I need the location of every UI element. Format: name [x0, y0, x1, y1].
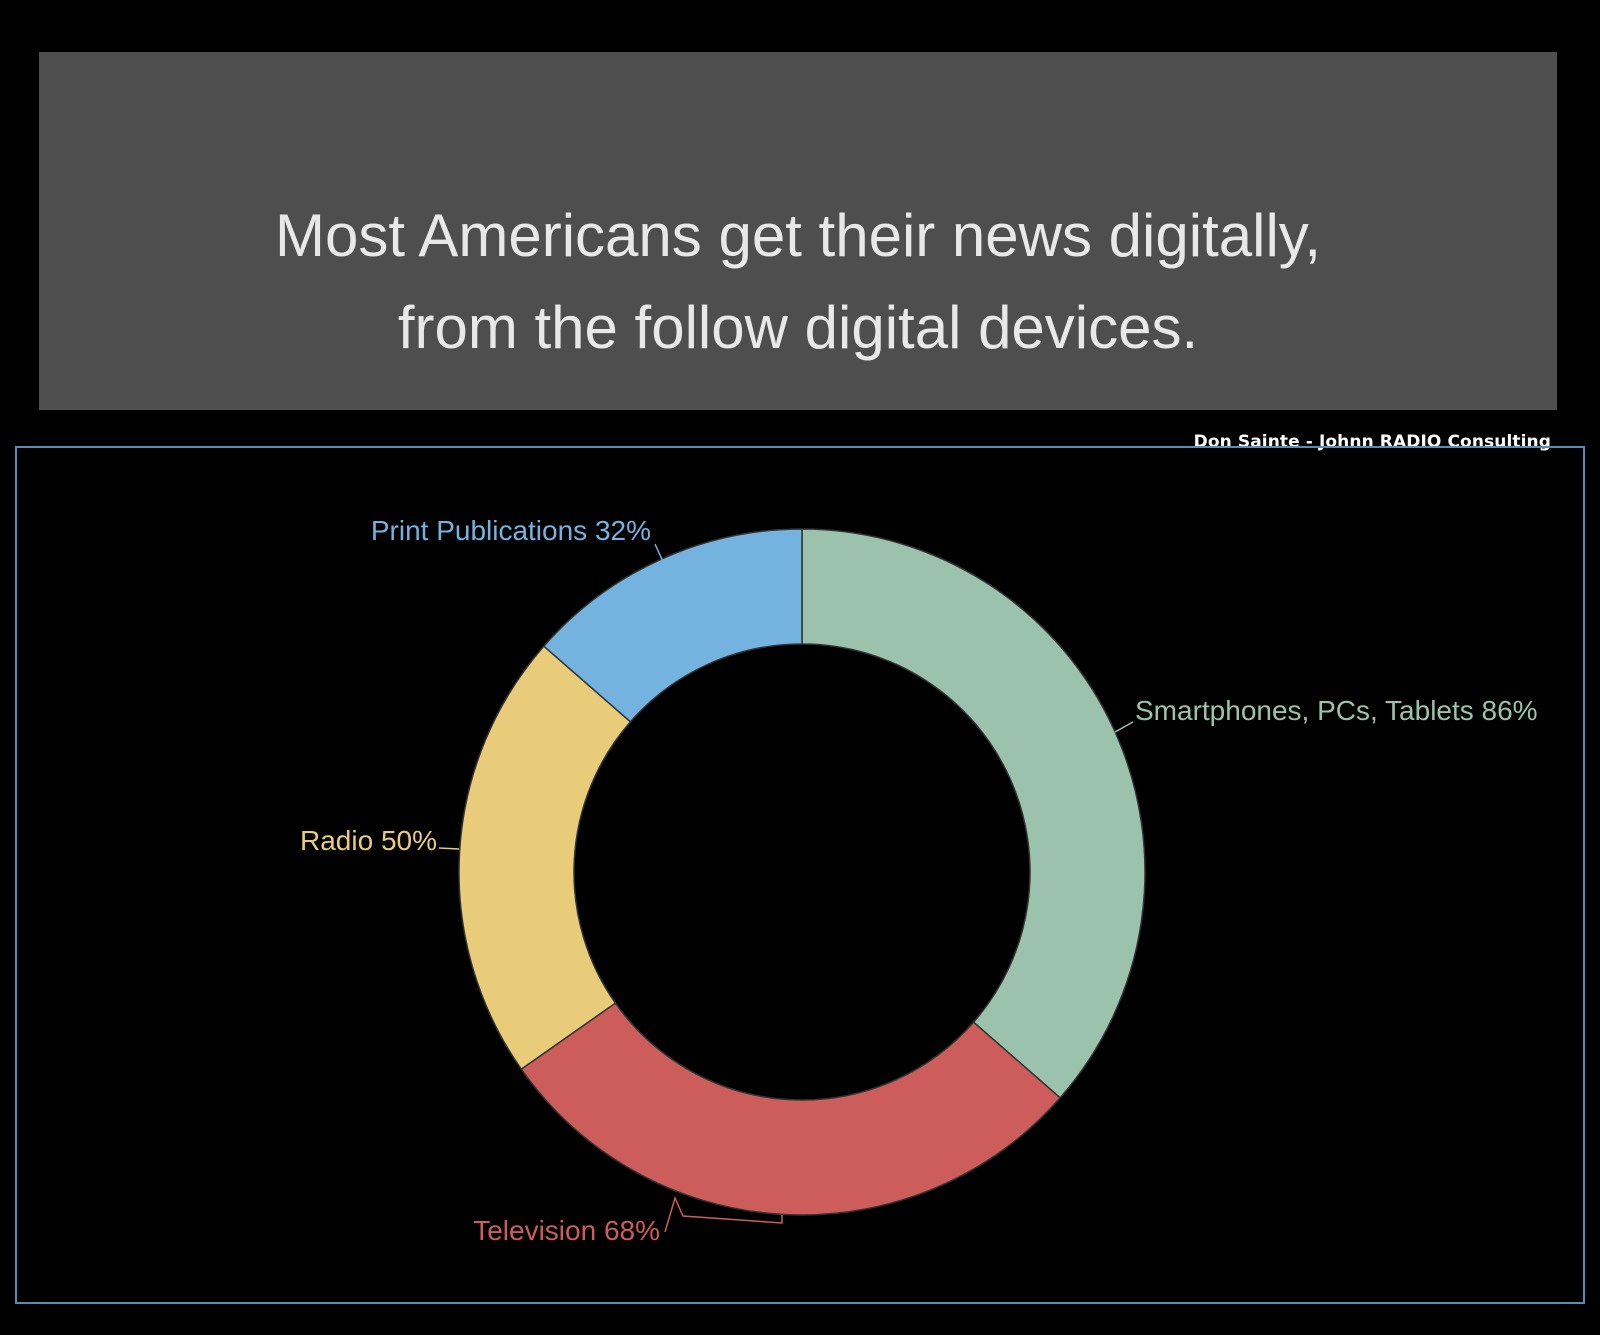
slice-label: Smartphones, PCs, Tablets 86% — [1135, 695, 1538, 726]
leader-line — [438, 847, 460, 850]
slice-radio — [458, 645, 632, 1071]
slice-smartphones-pcs-tablets — [801, 528, 1146, 1099]
title-panel: Most Americans get their news digitally,… — [39, 52, 1557, 452]
donut-chart: Smartphones, PCs, Tablets 86% Television … — [300, 515, 1538, 1246]
slice-label: Television 68% — [473, 1215, 660, 1246]
leader-line — [664, 1195, 783, 1233]
title-line-1: Most Americans get their news digitally, — [275, 202, 1321, 269]
slices-group — [458, 528, 1146, 1216]
slice-television — [520, 1002, 1062, 1216]
leader-lines-group — [438, 543, 1134, 1233]
slice-print-publications — [542, 528, 803, 723]
labels-group: Smartphones, PCs, Tablets 86% Television … — [300, 515, 1538, 1246]
leader-line — [654, 543, 666, 567]
chart-title: Most Americans get their news digitally,… — [39, 190, 1557, 374]
leader-line — [1114, 721, 1134, 733]
title-line-2: from the follow digital devices. — [397, 294, 1199, 361]
chart-frame: Smartphones, PCs, Tablets 86% Television … — [15, 446, 1585, 1304]
slice-label: Radio 50% — [300, 825, 437, 856]
slice-label: Print Publications 32% — [371, 515, 651, 546]
